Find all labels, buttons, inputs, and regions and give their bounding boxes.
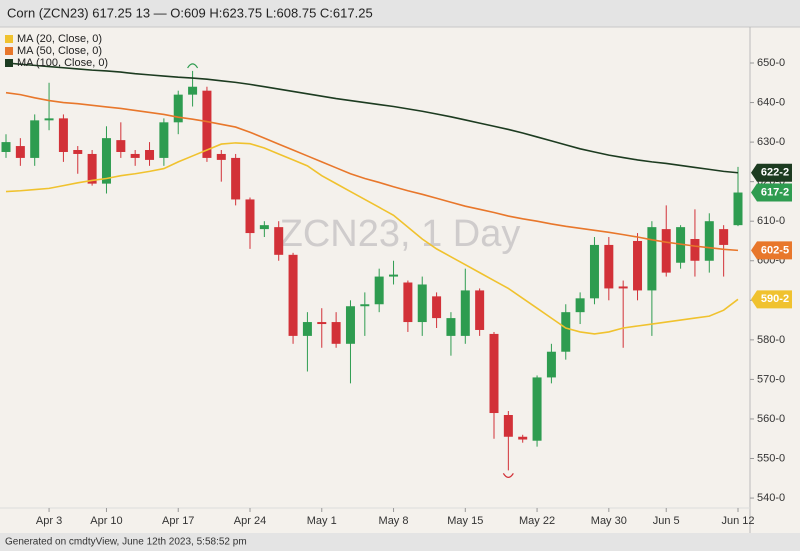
candle-body (389, 274, 399, 277)
candle-body (87, 153, 97, 184)
candle-body (532, 377, 542, 441)
candle-body (690, 238, 700, 261)
candle-body (101, 138, 111, 184)
candle-body (202, 90, 212, 158)
value-tag (751, 290, 792, 309)
legend-label: MA (100, Close, 0) (17, 57, 108, 69)
header: Corn (ZCN23) 617.25 13 — O:609 H:623.75 … (7, 5, 373, 20)
ma-line (5, 142, 739, 335)
candle-body (503, 415, 513, 437)
x-tick-label: Apr 3 (36, 515, 62, 527)
value-tag-label: 617-2 (761, 186, 789, 198)
candle-body (432, 296, 442, 319)
ma-line (5, 91, 739, 252)
candle-body (116, 140, 126, 152)
candle-body (518, 436, 528, 440)
x-tick-label: Jun 12 (721, 515, 754, 527)
value-tag-label: 602-5 (761, 244, 789, 256)
candle-body (58, 118, 68, 152)
candle-body (274, 227, 284, 255)
low-marker (502, 473, 514, 478)
candle-body (704, 221, 714, 261)
candle-body (1, 142, 11, 152)
value-tag (751, 241, 792, 260)
watermark: ZCN23, 1 Day (280, 213, 521, 255)
x-tick-label: May 8 (379, 515, 409, 527)
candle-body (259, 225, 269, 230)
header-bar (0, 0, 800, 27)
value-tag (751, 183, 792, 202)
candle-body (216, 153, 226, 160)
y-tick-label: 570-0 (757, 373, 785, 385)
candle-body (15, 146, 25, 158)
x-tick-label: May 15 (447, 515, 483, 527)
y-tick-label: 560-0 (757, 413, 785, 425)
x-tick-label: Jun 5 (653, 515, 680, 527)
high-marker (187, 63, 199, 69)
value-tag-label: 622-2 (761, 167, 789, 179)
candle-body (733, 192, 743, 226)
legend-swatch (5, 35, 13, 43)
y-tick-label: 650-0 (757, 57, 785, 69)
candle-body (604, 244, 614, 289)
candle-body (288, 254, 298, 336)
x-tick-label: Apr 10 (90, 515, 122, 527)
legend-swatch (5, 59, 13, 67)
candle-body (302, 322, 312, 336)
candle-body (159, 122, 169, 158)
candle-body (331, 322, 341, 344)
footer: Generated on cmdtyView, June 12th 2023, … (5, 537, 247, 548)
candle-body (173, 94, 183, 123)
legend-label: MA (50, Close, 0) (17, 45, 102, 57)
legend-swatch (5, 47, 13, 55)
candle-body (633, 240, 643, 291)
legend-label: MA (20, Close, 0) (17, 33, 102, 45)
candle-body (73, 150, 83, 154)
x-tick-label: May 1 (307, 515, 337, 527)
y-tick-label: 630-0 (757, 136, 785, 148)
candle-body (403, 282, 413, 323)
candle-body (460, 290, 470, 336)
y-tick-label: 640-0 (757, 96, 785, 108)
candle-body (374, 276, 384, 305)
y-tick-label: 540-0 (757, 492, 785, 504)
candle-body (317, 322, 327, 325)
candle-body (245, 199, 255, 234)
candle-body (546, 351, 556, 378)
candle-body (30, 120, 40, 158)
candle-body (44, 118, 54, 121)
y-tick-label: 550-0 (757, 452, 785, 464)
candle-body (647, 227, 657, 291)
candle-body (360, 304, 370, 307)
candle-body (188, 86, 198, 95)
candle-body (345, 306, 355, 344)
candle-body (145, 150, 155, 160)
candle-body (561, 312, 571, 352)
candle-body (130, 153, 140, 158)
value-tag (751, 163, 792, 182)
x-tick-label: May 22 (519, 515, 555, 527)
footer-bar (0, 533, 800, 551)
ma-line (5, 62, 739, 174)
candle-body (417, 284, 427, 323)
candle-body (475, 290, 485, 330)
candle-body (231, 157, 241, 200)
candle-body (618, 286, 628, 289)
y-tick-label: 610-0 (757, 215, 785, 227)
candle-body (589, 244, 599, 299)
candle-body (489, 333, 499, 414)
x-tick-label: May 30 (591, 515, 627, 527)
candle-body (661, 229, 671, 273)
candle-body (719, 229, 729, 245)
candle-body (575, 298, 585, 313)
x-tick-label: Apr 17 (162, 515, 194, 527)
y-tick-label: 580-0 (757, 334, 785, 346)
value-tag-label: 590-2 (761, 293, 789, 305)
x-tick-label: Apr 24 (234, 515, 266, 527)
candle-body (446, 318, 456, 336)
